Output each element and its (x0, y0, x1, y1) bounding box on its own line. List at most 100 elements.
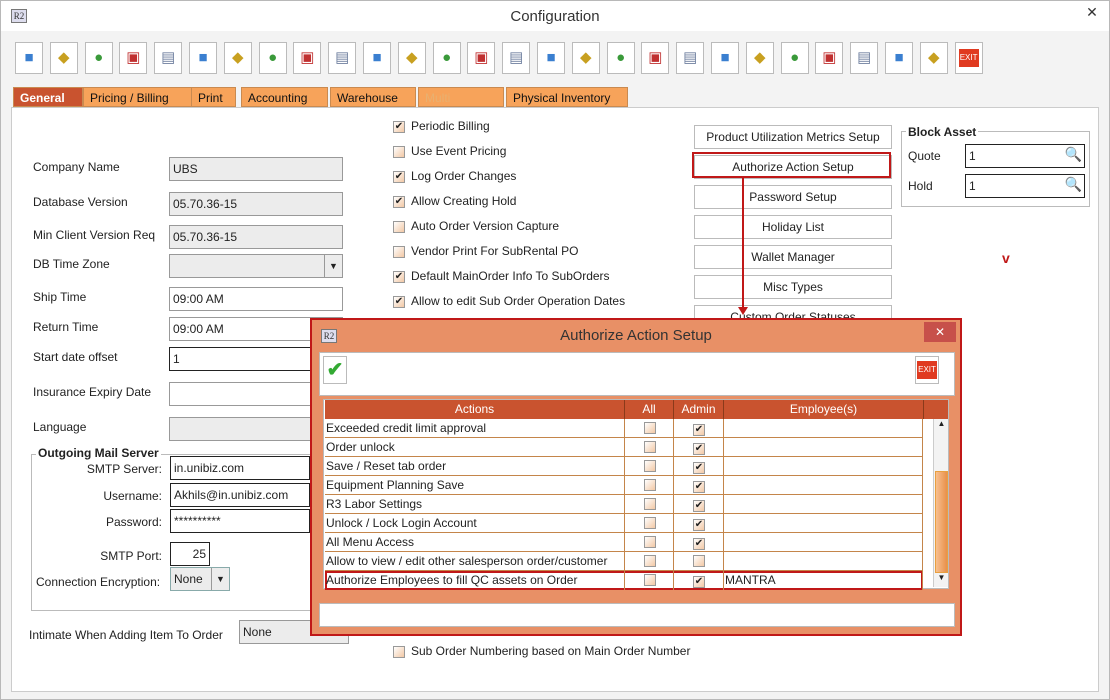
tool-gear-icon[interactable]: ◆ (745, 42, 774, 74)
ledger-icon[interactable]: ▣ (293, 42, 322, 74)
password-input[interactable]: ********** (170, 509, 310, 533)
admin-checkbox[interactable]: ✔ (693, 481, 705, 493)
holiday-list-button[interactable]: Holiday List (694, 215, 892, 239)
search-icon[interactable]: 🔍 (1064, 146, 1082, 162)
employees-cell[interactable]: MANTRA (724, 571, 923, 590)
checkbox-auto-order-version-capture[interactable]: Auto Order Version Capture (393, 219, 653, 235)
table-row[interactable]: R3 Labor Settings ✔ (325, 495, 923, 514)
encryption-select[interactable]: None ▼ (170, 567, 230, 591)
tab-accounting[interactable]: Accounting (241, 87, 328, 107)
database-version-input[interactable]: 05.70.36-15 (169, 192, 343, 216)
column-header-all[interactable]: All (625, 400, 674, 419)
company-name-input[interactable]: UBS (169, 157, 343, 181)
dialog-close-button[interactable]: ✕ (924, 322, 956, 342)
shipping-icon[interactable]: ◆ (49, 42, 78, 74)
employees-cell[interactable] (724, 514, 923, 533)
scroll-down-icon[interactable]: ▼ (937, 573, 946, 582)
table-row[interactable]: Exceeded credit limit approval ✔ (325, 419, 923, 438)
admin-checkbox[interactable] (693, 555, 705, 567)
db-time-zone-input[interactable]: ▼ (169, 254, 343, 278)
checkbox-log-order-changes[interactable]: ✔ Log Order Changes (393, 169, 517, 183)
gears-icon[interactable]: ● (432, 42, 461, 74)
table-row[interactable]: Order unlock ✔ (325, 438, 923, 457)
coins-icon[interactable]: ● (84, 42, 113, 74)
admin-checkbox[interactable]: ✔ (693, 576, 705, 588)
wallet-manager-button[interactable]: Wallet Manager (694, 245, 892, 269)
sub-order-numbering-checkbox[interactable]: Sub Order Numbering based on Main Order … (393, 644, 713, 660)
all-checkbox[interactable] (643, 574, 656, 586)
ruler-icon[interactable]: ◆ (397, 42, 426, 74)
employees-cell[interactable] (724, 495, 923, 514)
table-row[interactable]: Equipment Planning Save ✔ (325, 476, 923, 495)
table-scrollbar[interactable]: ▲ ▼ (933, 419, 948, 587)
save-icon[interactable]: ■ (15, 42, 43, 74)
product-utilization-metrics-setup-button[interactable]: Product Utilization Metrics Setup (694, 125, 892, 149)
column-header-admin[interactable]: Admin (674, 400, 724, 419)
checkbox-default-mainorder-info-to-suborders[interactable]: ✔ Default MainOrder Info To SubOrders (393, 269, 610, 283)
checkbox-allow-creating-hold[interactable]: ✔ Allow Creating Hold (393, 194, 517, 208)
invoice-icon[interactable]: ▣ (119, 42, 148, 74)
hold-input[interactable]: 1 🔍 (965, 174, 1085, 198)
grid-icon[interactable]: ● (258, 42, 287, 74)
employees-cell[interactable] (724, 438, 923, 457)
authorize-action-setup-button[interactable]: Authorize Action Setup (694, 155, 892, 179)
document-arrow-icon[interactable]: ▣ (641, 42, 670, 74)
column-header-employees[interactable]: Employee(s) (724, 400, 924, 419)
tab-print[interactable]: Print (191, 87, 236, 107)
shield-user-icon[interactable]: ■ (711, 42, 739, 74)
employees-cell[interactable] (724, 552, 923, 571)
checkbox-allow-to-edit-sub-order-operation-dates[interactable]: ✔ Allow to edit Sub Order Operation Dates (393, 294, 626, 308)
all-checkbox[interactable] (643, 479, 656, 491)
smtp-server-input[interactable]: in.unibiz.com (170, 456, 310, 480)
transfer-icon[interactable]: ◆ (919, 42, 948, 74)
form-icon[interactable]: ■ (189, 42, 217, 74)
tab-physical-inventory[interactable]: Physical Inventory (506, 87, 628, 107)
exit-icon[interactable]: EXIT (954, 42, 983, 74)
username-input[interactable]: Akhils@in.unibiz.com (170, 483, 310, 507)
admin-checkbox[interactable]: ✔ (693, 424, 705, 436)
table-row[interactable]: Unlock / Lock Login Account ✔ (325, 514, 923, 533)
admin-checkbox[interactable]: ✔ (693, 519, 705, 531)
user-icon[interactable]: ▣ (815, 42, 844, 74)
column-header-actions[interactable]: Actions (325, 400, 625, 419)
min-client-version-input[interactable]: 05.70.36-15 (169, 225, 343, 249)
all-checkbox[interactable] (643, 460, 656, 472)
folder-gear-icon[interactable]: ▤ (850, 42, 879, 74)
password-setup-button[interactable]: Password Setup (694, 185, 892, 209)
edit-note-icon[interactable]: ▤ (154, 42, 183, 74)
checkbox-use-event-pricing[interactable]: Use Event Pricing (393, 144, 653, 160)
admin-checkbox[interactable]: ✔ (693, 462, 705, 474)
tab-pricing-billing[interactable]: Pricing / Billing (83, 87, 195, 107)
all-checkbox[interactable] (643, 422, 656, 434)
all-checkbox[interactable] (643, 536, 656, 548)
scrollbar-thumb[interactable] (935, 471, 948, 573)
tab-multi-currency[interactable]: Multi Currency (418, 87, 504, 119)
lock-icon[interactable]: ▤ (328, 42, 357, 74)
checkbox-vendor-print-for-subrental-po[interactable]: Vendor Print For SubRental PO (393, 244, 653, 260)
table-row[interactable]: Allow to view / edit other salesperson o… (325, 552, 923, 571)
exit-button[interactable]: EXIT (915, 356, 939, 384)
chevron-down-icon[interactable]: ▼ (211, 568, 229, 590)
all-checkbox[interactable] (643, 555, 656, 567)
documents-icon[interactable]: ● (780, 42, 809, 74)
all-checkbox[interactable] (643, 517, 656, 529)
keyboard-icon[interactable]: ◆ (571, 42, 600, 74)
misc-types-button[interactable]: Misc Types (694, 275, 892, 299)
calculator-icon[interactable]: ■ (885, 42, 913, 74)
calendar-icon[interactable]: ■ (363, 42, 391, 74)
admin-checkbox[interactable]: ✔ (693, 500, 705, 512)
dollar-gear-icon[interactable]: ▤ (502, 42, 531, 74)
folder-clock-icon[interactable]: ■ (537, 42, 565, 74)
quote-input[interactable]: 1 🔍 (965, 144, 1085, 168)
employees-cell[interactable] (724, 476, 923, 495)
payment-icon[interactable]: ◆ (223, 42, 252, 74)
admin-checkbox[interactable]: ✔ (693, 443, 705, 455)
tab-general[interactable]: General (13, 87, 83, 107)
table-row[interactable]: Authorize Employees to fill QC assets on… (325, 571, 923, 590)
color-icon[interactable]: ▣ (467, 42, 496, 74)
employees-cell[interactable] (724, 457, 923, 476)
scroll-up-icon[interactable]: ▲ (937, 419, 946, 428)
employees-cell[interactable] (724, 419, 923, 438)
search-icon[interactable]: 🔍 (1064, 176, 1082, 192)
save-checkmark-button[interactable]: ✔ (323, 356, 347, 384)
